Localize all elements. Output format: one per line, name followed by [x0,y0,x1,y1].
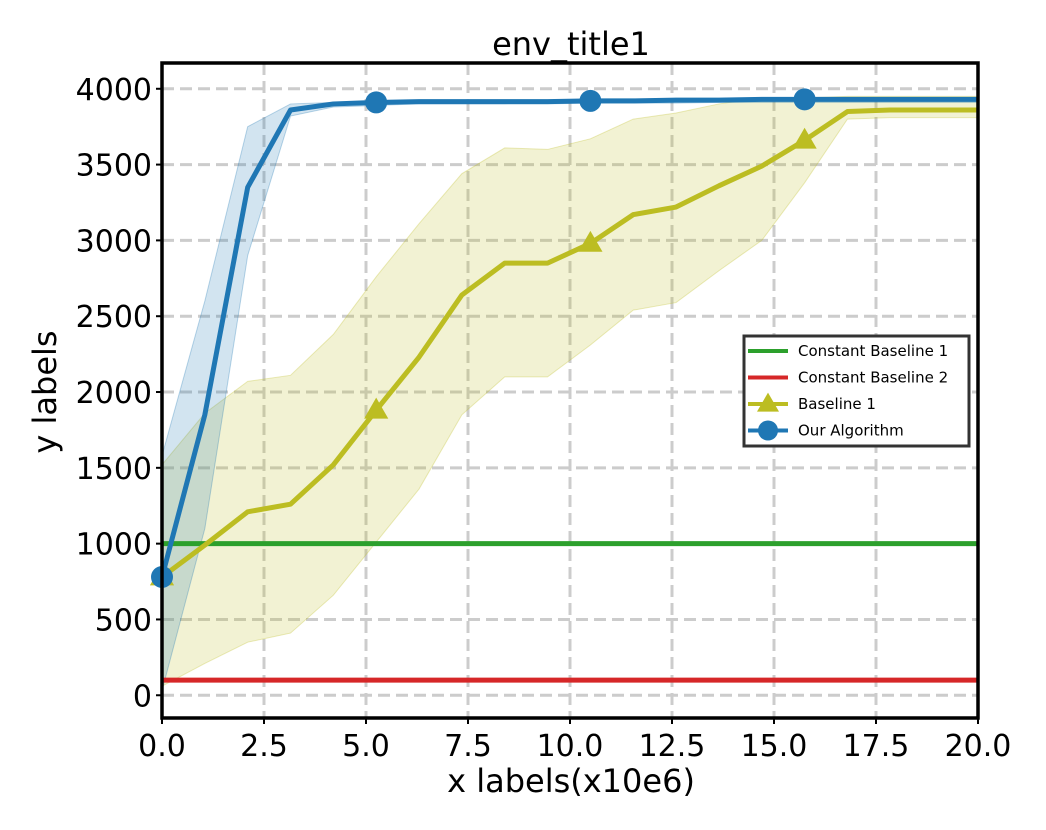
series-markers [149,88,817,588]
legend-box [742,334,971,448]
series-lines [162,96,978,683]
legend: Constant Baseline 1 Constant Baseline 2 Ba… [742,334,971,448]
x-axis-ticks: 0.0 2.5 5.0 7.5 10.0 12.5 15.0 17.5 20.0 [138,718,1011,764]
legend-label: Constant Baseline 2 [798,369,948,387]
baseline-1-line [162,107,978,579]
baseline-1-marker [792,127,817,149]
x-tick-label: 10.0 [537,729,604,764]
our-algorithm-marker [793,88,816,111]
legend-label: Baseline 1 [798,395,876,413]
y-tick-label: 2500 [76,300,152,335]
legend-item: Constant Baseline 2 [748,369,948,387]
our-algorithm-line [162,96,978,578]
legend-label: Our Algorithm [798,422,904,440]
y-tick-label: 3500 [76,149,152,184]
x-tick-label: 17.5 [843,729,910,764]
y-axis-ticks: 0 500 1000 1500 2000 2500 3000 3500 4000 [76,73,162,714]
x-tick-label: 15.0 [741,729,808,764]
x-tick-label: 7.5 [444,729,492,764]
y-tick-label: 500 [95,603,152,638]
x-tick-label: 12.5 [639,729,706,764]
our-algorithm-marker [365,91,388,114]
y-tick-label: 1000 [76,528,152,563]
x-tick-label: 2.5 [240,729,288,764]
legend-label: Constant Baseline 1 [798,342,948,360]
x-tick-label: 20.0 [945,729,1012,764]
y-tick-label: 4000 [76,73,152,108]
y-tick-label: 0 [133,679,152,714]
y-axis-label: y labels [26,330,64,453]
x-tick-label: 5.0 [342,729,390,764]
legend-entries: Constant Baseline 1 Constant Baseline 2 Ba… [748,342,948,441]
y-tick-label: 1500 [76,452,152,487]
legend-item: Constant Baseline 1 [748,342,948,360]
legend-item: Our Algorithm [748,420,904,441]
legend-marker-baseline-1 [757,392,779,412]
baseline-1-marker [578,230,603,252]
baseline-1-band [162,95,978,687]
our-algorithm-marker [579,89,602,112]
x-tick-label: 0.0 [138,729,186,764]
baseline-1-marker [364,397,389,419]
chart-title: env_title1 [492,25,650,63]
y-tick-label: 3000 [76,224,152,259]
legend-item: Baseline 1 [748,392,876,413]
y-tick-label: 2000 [76,376,152,411]
x-axis-label: x labels(x10e6) [447,762,695,800]
legend-marker-our-algorithm [758,420,778,441]
